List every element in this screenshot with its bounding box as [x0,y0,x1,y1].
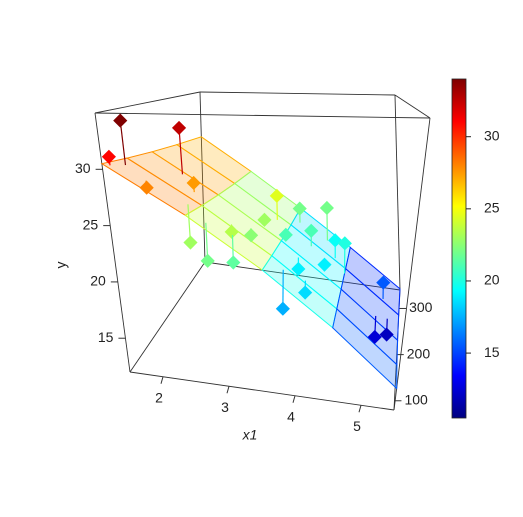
point [200,253,215,268]
colorbar [451,78,467,419]
x-tick-label: 2 [155,389,163,405]
box-edge [129,371,395,411]
x-tick [160,376,164,384]
box-edge [129,261,206,373]
box-edge [94,112,131,373]
box-edge [204,261,401,291]
y-tick-label: 30 [75,160,91,176]
point [269,188,284,203]
box-edge [199,91,396,96]
box-edge [94,112,431,119]
point [379,327,394,342]
point [291,261,306,277]
point [226,255,241,270]
point [319,200,334,216]
surface-cell [345,246,401,317]
box-edge [394,94,401,291]
point [367,329,382,345]
colorbar-tick-label: 20 [484,272,500,288]
y-axis-title: y [53,262,69,269]
point [139,180,154,195]
x-tick [358,405,362,413]
point [171,120,187,135]
point [224,224,239,239]
colorbar-tick-label: 25 [484,200,500,216]
y-tick-label: 25 [83,216,99,232]
colorbar-tick-label: 30 [484,127,500,143]
point [278,227,293,242]
point [317,257,332,272]
point [304,223,319,238]
point [298,285,313,300]
point [337,236,352,251]
box-edge [394,94,431,119]
point [113,113,128,128]
point [186,175,201,191]
x2-tick-label: 300 [409,299,433,315]
point [257,212,272,227]
residual-stem [119,120,127,166]
y-tick-label: 20 [90,273,106,289]
x2-tick-label: 200 [407,345,431,361]
box-edge [199,91,206,263]
y-tick-label: 15 [98,329,114,345]
x-tick [292,395,296,403]
point [183,235,198,250]
residual-stem [178,127,184,175]
point [275,301,290,316]
x2-tick-label: 100 [404,391,428,407]
colorbar-tick-label: 15 [484,344,500,360]
x-tick-label: 5 [353,418,361,434]
point [292,201,307,216]
point [244,228,259,243]
x-axis-title: x1 [242,427,258,443]
x-tick-label: 4 [287,408,295,424]
box-edge [94,91,201,114]
point [376,275,391,290]
box-edge [393,117,431,411]
x-tick-label: 3 [221,399,229,415]
x-tick [226,386,230,394]
